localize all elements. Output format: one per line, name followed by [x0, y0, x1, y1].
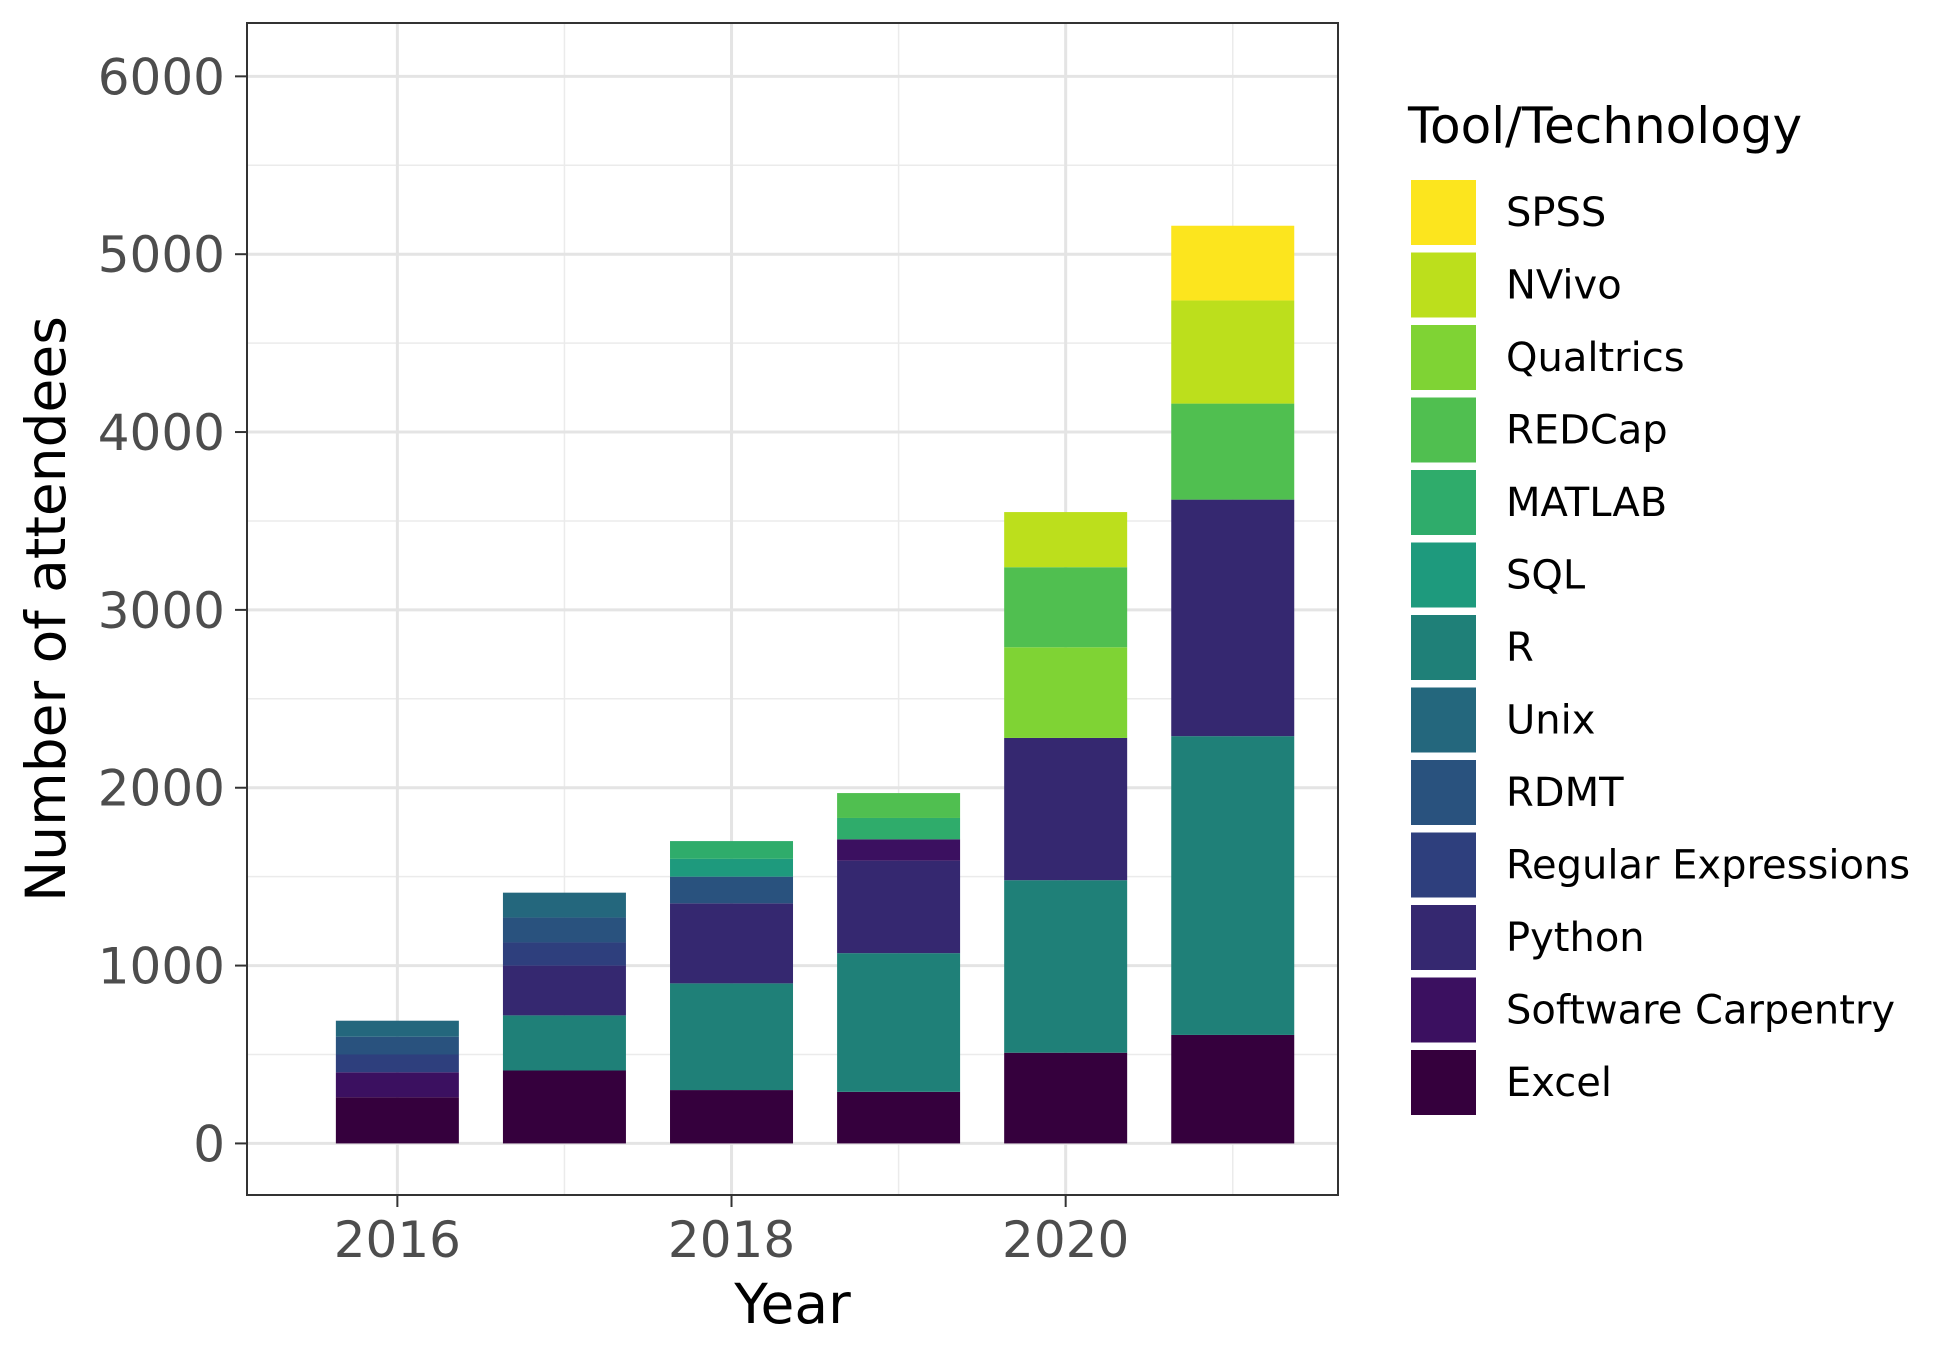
legend-key	[1411, 1050, 1476, 1115]
legend-key	[1411, 325, 1476, 390]
legend-key	[1411, 832, 1476, 898]
bar-2021-spss	[1171, 225, 1295, 301]
x-axis-label: Year	[733, 1272, 851, 1336]
legend-key	[1411, 760, 1476, 825]
bar-2017-rdmt	[502, 917, 626, 943]
bar-2016-regular-expressions	[335, 1054, 459, 1073]
legend-item-r: R	[1411, 615, 1534, 680]
bar-2020-qualtrics	[1004, 647, 1128, 738]
legend-label: RDMT	[1506, 770, 1624, 816]
y-axis-ticks: 0 1000 2000 3000 4000 5000 6000	[98, 48, 247, 1173]
legend-item-python: Python	[1411, 905, 1645, 970]
x-tick-label: 2020	[1002, 1211, 1129, 1269]
y-tick-label: 3000	[98, 582, 225, 640]
legend-label: SQL	[1506, 553, 1586, 599]
bar-2017-regular-expressions	[502, 942, 626, 966]
x-tick-label: 2016	[334, 1211, 461, 1269]
bar-2016-software-carpentry	[335, 1072, 459, 1098]
legend-label: NVivo	[1506, 263, 1622, 309]
bar-2018-python	[670, 903, 794, 984]
legend-item-excel: Excel	[1411, 1050, 1612, 1115]
legend-item-sql: SQL	[1411, 542, 1586, 608]
legend-item-matlab: MATLAB	[1411, 470, 1667, 535]
bar-2021-nvivo	[1171, 300, 1295, 404]
bar-2018-rdmt	[670, 876, 794, 904]
legend-label: Excel	[1506, 1060, 1612, 1106]
bar-2020-excel	[1004, 1052, 1128, 1144]
bar-2020-r	[1004, 880, 1128, 1053]
bar-2020-nvivo	[1004, 512, 1128, 568]
bar-2017-python	[502, 965, 626, 1016]
bar-2021-python	[1171, 499, 1295, 737]
legend-key	[1411, 252, 1476, 318]
y-tick-label: 0	[193, 1115, 225, 1173]
y-tick-label: 4000	[98, 404, 225, 462]
legend-item-software-carpentry: Software Carpentry	[1411, 977, 1895, 1043]
legend-key	[1411, 180, 1476, 245]
legend-key	[1411, 470, 1476, 535]
bar-2019-software-carpentry	[837, 839, 961, 861]
legend-items: SPSS NVivo Qualtrics REDCap MATLAB SQL R Unix RD…	[1411, 180, 1910, 1115]
legend-label: Qualtrics	[1506, 335, 1685, 381]
legend-item-unix: Unix	[1411, 687, 1595, 753]
bar-2021-redcap	[1171, 403, 1295, 500]
x-tick-label: 2018	[668, 1211, 795, 1269]
bar-2019-matlab	[837, 817, 961, 840]
bar-2016-rdmt	[335, 1036, 459, 1055]
bar-2018-r	[670, 983, 794, 1091]
legend-key	[1411, 615, 1476, 680]
legend-label: SPSS	[1506, 190, 1606, 236]
legend-label: R	[1506, 625, 1534, 671]
bar-2016-unix	[335, 1020, 459, 1037]
major-gridlines	[247, 23, 1338, 1195]
legend-item-nvivo: NVivo	[1411, 252, 1622, 318]
bar-2021-r	[1171, 736, 1295, 1035]
legend-label: Python	[1506, 915, 1645, 961]
y-tick-label: 5000	[98, 226, 225, 284]
legend-label: Unix	[1506, 698, 1595, 744]
legend-item-redcap: REDCap	[1411, 397, 1668, 463]
legend-key	[1411, 397, 1476, 463]
x-axis-ticks: 2016 2018 2020	[334, 1195, 1129, 1269]
legend-item-spss: SPSS	[1411, 180, 1606, 245]
legend-label: Regular Expressions	[1506, 843, 1910, 889]
bar-2019-excel	[837, 1091, 961, 1144]
bar-2018-sql	[670, 858, 794, 877]
bar-2017-r	[502, 1015, 626, 1071]
legend-item-rdmt: RDMT	[1411, 760, 1624, 825]
legend-item-regular-expressions: Regular Expressions	[1411, 832, 1910, 898]
bar-2018-excel	[670, 1090, 794, 1144]
legend: Tool/Technology SPSS NVivo Qualtrics REDCap…	[1407, 97, 1910, 1115]
bar-2019-redcap	[837, 793, 961, 818]
legend-key	[1411, 977, 1476, 1043]
bar-2018-matlab	[670, 841, 794, 859]
legend-key	[1411, 687, 1476, 753]
bar-2017-unix	[502, 892, 626, 918]
bar-2017-excel	[502, 1070, 626, 1144]
y-tick-label: 1000	[98, 938, 225, 996]
legend-label: REDCap	[1506, 408, 1668, 454]
bar-stacks	[335, 225, 1295, 1144]
bar-2020-redcap	[1004, 567, 1128, 648]
bar-2019-python	[837, 860, 961, 954]
bar-2020-python	[1004, 737, 1128, 881]
bar-2021-excel	[1171, 1034, 1295, 1144]
legend-label: Software Carpentry	[1506, 988, 1895, 1034]
legend-item-qualtrics: Qualtrics	[1411, 325, 1685, 390]
y-tick-label: 2000	[98, 760, 225, 818]
legend-title: Tool/Technology	[1407, 97, 1802, 155]
legend-key	[1411, 905, 1476, 970]
legend-key	[1411, 542, 1476, 608]
legend-label: MATLAB	[1506, 480, 1667, 526]
bar-2016-excel	[335, 1097, 459, 1144]
y-tick-label: 6000	[98, 48, 225, 106]
bar-2019-r	[837, 953, 961, 1092]
y-axis-label: Number of attendees	[14, 316, 78, 902]
